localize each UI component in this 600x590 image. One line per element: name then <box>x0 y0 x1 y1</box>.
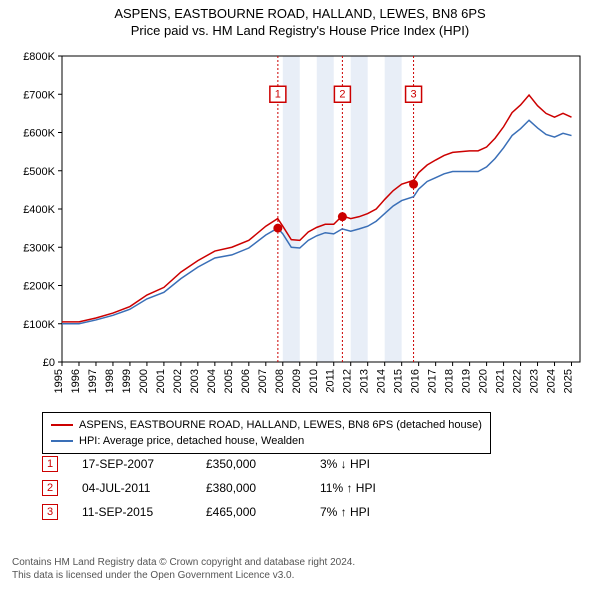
event-date-2: 04-JUL-2011 <box>82 481 182 495</box>
svg-text:2012: 2012 <box>342 369 354 393</box>
svg-text:2013: 2013 <box>359 369 371 393</box>
svg-text:£200K: £200K <box>23 281 55 293</box>
legend-swatch-blue <box>51 440 73 442</box>
svg-text:2004: 2004 <box>206 369 218 393</box>
legend-label-blue: HPI: Average price, detached house, Weal… <box>79 433 304 449</box>
legend-item-red: ASPENS, EASTBOURNE ROAD, HALLAND, LEWES,… <box>51 417 482 433</box>
legend-swatch-red <box>51 424 73 426</box>
price-chart: £0 £100K £200K £300K £400K £500K £600K £700K £80… <box>10 46 590 404</box>
svg-text:2011: 2011 <box>325 369 337 393</box>
footer: Contains HM Land Registry data © Crown c… <box>12 556 355 582</box>
footer-line-1: Contains HM Land Registry data © Crown c… <box>12 556 355 569</box>
svg-text:£400K: £400K <box>23 204 55 216</box>
svg-text:2000: 2000 <box>138 369 150 393</box>
title-line-1: ASPENS, EASTBOURNE ROAD, HALLAND, LEWES,… <box>0 6 600 21</box>
svg-text:2021: 2021 <box>495 369 507 393</box>
svg-text:£700K: £700K <box>23 89 55 101</box>
svg-text:2003: 2003 <box>189 369 201 393</box>
svg-text:2024: 2024 <box>546 369 558 393</box>
svg-text:1997: 1997 <box>87 369 99 393</box>
svg-text:2: 2 <box>339 88 345 100</box>
svg-text:£800K: £800K <box>23 51 55 63</box>
event-hpi-2: 11% ↑ HPI <box>320 481 420 495</box>
events-table: 1 17-SEP-2007 £350,000 3% ↓ HPI 2 04-JUL… <box>42 456 420 528</box>
svg-text:1: 1 <box>275 88 281 100</box>
svg-text:2010: 2010 <box>308 369 320 393</box>
event-price-2: £380,000 <box>206 481 296 495</box>
svg-text:2008: 2008 <box>274 369 286 393</box>
svg-text:2019: 2019 <box>461 369 473 393</box>
svg-text:2022: 2022 <box>512 369 524 393</box>
svg-text:3: 3 <box>410 88 416 100</box>
svg-text:2005: 2005 <box>223 369 235 393</box>
svg-text:£600K: £600K <box>23 128 55 140</box>
event-price-3: £465,000 <box>206 505 296 519</box>
svg-text:2018: 2018 <box>444 369 456 393</box>
svg-text:2016: 2016 <box>410 369 422 393</box>
svg-text:1996: 1996 <box>70 369 82 393</box>
event-row-3: 3 11-SEP-2015 £465,000 7% ↑ HPI <box>42 504 420 520</box>
legend: ASPENS, EASTBOURNE ROAD, HALLAND, LEWES,… <box>42 412 491 454</box>
event-price-1: £350,000 <box>206 457 296 471</box>
svg-text:£0: £0 <box>43 357 55 369</box>
svg-text:2009: 2009 <box>291 369 303 393</box>
svg-text:1998: 1998 <box>104 369 116 393</box>
svg-text:2007: 2007 <box>257 369 269 393</box>
svg-text:2015: 2015 <box>393 369 405 393</box>
event-date-1: 17-SEP-2007 <box>82 457 182 471</box>
svg-text:£100K: £100K <box>23 319 55 331</box>
svg-text:2025: 2025 <box>563 369 575 393</box>
chart-svg: £0 £100K £200K £300K £400K £500K £600K £700K £80… <box>10 46 590 404</box>
event-date-3: 11-SEP-2015 <box>82 505 182 519</box>
svg-text:1995: 1995 <box>53 369 65 393</box>
svg-text:2023: 2023 <box>529 369 541 393</box>
event-row-2: 2 04-JUL-2011 £380,000 11% ↑ HPI <box>42 480 420 496</box>
event-marker-2: 2 <box>42 480 58 496</box>
event-marker-1: 1 <box>42 456 58 472</box>
svg-text:2017: 2017 <box>427 369 439 393</box>
svg-text:2020: 2020 <box>478 369 490 393</box>
svg-text:2002: 2002 <box>172 369 184 393</box>
title-block: ASPENS, EASTBOURNE ROAD, HALLAND, LEWES,… <box>0 0 600 38</box>
legend-item-blue: HPI: Average price, detached house, Weal… <box>51 433 482 449</box>
svg-text:1999: 1999 <box>121 369 133 393</box>
event-hpi-1: 3% ↓ HPI <box>320 457 420 471</box>
svg-text:£300K: £300K <box>23 242 55 254</box>
event-row-1: 1 17-SEP-2007 £350,000 3% ↓ HPI <box>42 456 420 472</box>
svg-text:£500K: £500K <box>23 166 55 178</box>
event-marker-3: 3 <box>42 504 58 520</box>
title-line-2: Price paid vs. HM Land Registry's House … <box>0 23 600 38</box>
svg-text:2001: 2001 <box>155 369 167 393</box>
svg-text:2014: 2014 <box>376 369 388 393</box>
footer-line-2: This data is licensed under the Open Gov… <box>12 569 355 582</box>
svg-text:2006: 2006 <box>240 369 252 393</box>
legend-label-red: ASPENS, EASTBOURNE ROAD, HALLAND, LEWES,… <box>79 417 482 433</box>
event-hpi-3: 7% ↑ HPI <box>320 505 420 519</box>
